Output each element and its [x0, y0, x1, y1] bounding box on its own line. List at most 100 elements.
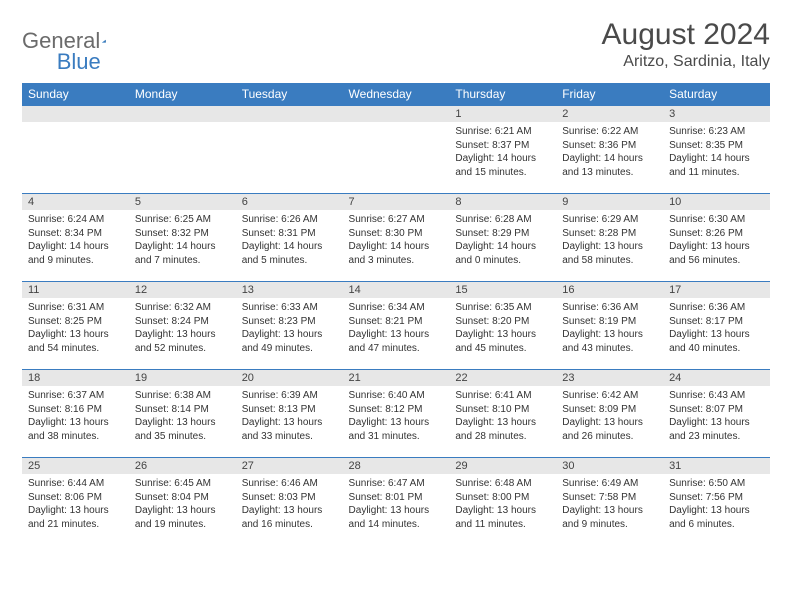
day-number: 22	[449, 369, 556, 386]
sunset-line: Sunset: 8:07 PM	[669, 403, 764, 417]
sunrise-line: Sunrise: 6:39 AM	[242, 389, 337, 403]
calendar-cell	[343, 105, 450, 193]
day-details: Sunrise: 6:26 AMSunset: 8:31 PMDaylight:…	[236, 210, 343, 267]
calendar-cell: 9Sunrise: 6:29 AMSunset: 8:28 PMDaylight…	[556, 193, 663, 281]
day-details: Sunrise: 6:47 AMSunset: 8:01 PMDaylight:…	[343, 474, 450, 531]
calendar-cell: 31Sunrise: 6:50 AMSunset: 7:56 PMDayligh…	[663, 457, 770, 545]
day-number: 10	[663, 193, 770, 210]
day-number	[343, 105, 450, 122]
sunset-line: Sunset: 8:09 PM	[562, 403, 657, 417]
day-number: 26	[129, 457, 236, 474]
daylight-line: and 0 minutes.	[455, 254, 550, 268]
calendar-cell	[129, 105, 236, 193]
daylight-line: and 49 minutes.	[242, 342, 337, 356]
day-number: 2	[556, 105, 663, 122]
daylight-line: and 16 minutes.	[242, 518, 337, 532]
daylight-line: Daylight: 13 hours	[455, 504, 550, 518]
day-details: Sunrise: 6:25 AMSunset: 8:32 PMDaylight:…	[129, 210, 236, 267]
location: Aritzo, Sardinia, Italy	[602, 53, 770, 71]
daylight-line: Daylight: 13 hours	[562, 328, 657, 342]
daylight-line: and 40 minutes.	[669, 342, 764, 356]
sunset-line: Sunset: 7:56 PM	[669, 491, 764, 505]
daylight-line: Daylight: 13 hours	[242, 504, 337, 518]
day-number: 8	[449, 193, 556, 210]
day-details: Sunrise: 6:22 AMSunset: 8:36 PMDaylight:…	[556, 122, 663, 179]
day-number: 13	[236, 281, 343, 298]
sunset-line: Sunset: 8:13 PM	[242, 403, 337, 417]
day-number: 29	[449, 457, 556, 474]
calendar-row: 25Sunrise: 6:44 AMSunset: 8:06 PMDayligh…	[22, 457, 770, 545]
daylight-line: and 54 minutes.	[28, 342, 123, 356]
sunrise-line: Sunrise: 6:37 AM	[28, 389, 123, 403]
daylight-line: Daylight: 13 hours	[669, 328, 764, 342]
calendar-cell: 7Sunrise: 6:27 AMSunset: 8:30 PMDaylight…	[343, 193, 450, 281]
daylight-line: and 5 minutes.	[242, 254, 337, 268]
sunrise-line: Sunrise: 6:45 AM	[135, 477, 230, 491]
day-number	[22, 105, 129, 122]
daylight-line: and 11 minutes.	[455, 518, 550, 532]
sunrise-line: Sunrise: 6:32 AM	[135, 301, 230, 315]
daylight-line: and 58 minutes.	[562, 254, 657, 268]
day-details: Sunrise: 6:23 AMSunset: 8:35 PMDaylight:…	[663, 122, 770, 179]
daylight-line: Daylight: 13 hours	[135, 328, 230, 342]
daylight-line: and 3 minutes.	[349, 254, 444, 268]
sunrise-line: Sunrise: 6:50 AM	[669, 477, 764, 491]
sunrise-line: Sunrise: 6:36 AM	[669, 301, 764, 315]
daylight-line: and 45 minutes.	[455, 342, 550, 356]
day-details: Sunrise: 6:34 AMSunset: 8:21 PMDaylight:…	[343, 298, 450, 355]
calendar-row: 11Sunrise: 6:31 AMSunset: 8:25 PMDayligh…	[22, 281, 770, 369]
day-number: 21	[343, 369, 450, 386]
sunset-line: Sunset: 8:19 PM	[562, 315, 657, 329]
sunrise-line: Sunrise: 6:41 AM	[455, 389, 550, 403]
sunset-line: Sunset: 8:17 PM	[669, 315, 764, 329]
daylight-line: Daylight: 13 hours	[135, 504, 230, 518]
day-number: 15	[449, 281, 556, 298]
day-details: Sunrise: 6:40 AMSunset: 8:12 PMDaylight:…	[343, 386, 450, 443]
day-number: 7	[343, 193, 450, 210]
sunset-line: Sunset: 8:14 PM	[135, 403, 230, 417]
sunrise-line: Sunrise: 6:43 AM	[669, 389, 764, 403]
calendar-cell: 13Sunrise: 6:33 AMSunset: 8:23 PMDayligh…	[236, 281, 343, 369]
calendar-cell: 16Sunrise: 6:36 AMSunset: 8:19 PMDayligh…	[556, 281, 663, 369]
sunset-line: Sunset: 8:26 PM	[669, 227, 764, 241]
daylight-line: Daylight: 13 hours	[28, 328, 123, 342]
day-number: 20	[236, 369, 343, 386]
sunrise-line: Sunrise: 6:29 AM	[562, 213, 657, 227]
daylight-line: Daylight: 14 hours	[349, 240, 444, 254]
calendar-cell: 8Sunrise: 6:28 AMSunset: 8:29 PMDaylight…	[449, 193, 556, 281]
daylight-line: and 7 minutes.	[135, 254, 230, 268]
sunset-line: Sunset: 7:58 PM	[562, 491, 657, 505]
daylight-line: and 19 minutes.	[135, 518, 230, 532]
calendar-cell: 6Sunrise: 6:26 AMSunset: 8:31 PMDaylight…	[236, 193, 343, 281]
title-block: August 2024 Aritzo, Sardinia, Italy	[602, 18, 770, 71]
sunrise-line: Sunrise: 6:24 AM	[28, 213, 123, 227]
day-details: Sunrise: 6:49 AMSunset: 7:58 PMDaylight:…	[556, 474, 663, 531]
day-details: Sunrise: 6:38 AMSunset: 8:14 PMDaylight:…	[129, 386, 236, 443]
calendar-cell: 11Sunrise: 6:31 AMSunset: 8:25 PMDayligh…	[22, 281, 129, 369]
daylight-line: Daylight: 14 hours	[562, 152, 657, 166]
sunrise-line: Sunrise: 6:28 AM	[455, 213, 550, 227]
calendar-row: 1Sunrise: 6:21 AMSunset: 8:37 PMDaylight…	[22, 105, 770, 193]
calendar-cell: 30Sunrise: 6:49 AMSunset: 7:58 PMDayligh…	[556, 457, 663, 545]
daylight-line: Daylight: 14 hours	[455, 240, 550, 254]
daylight-line: and 35 minutes.	[135, 430, 230, 444]
daylight-line: Daylight: 13 hours	[28, 416, 123, 430]
sunset-line: Sunset: 8:24 PM	[135, 315, 230, 329]
daylight-line: and 43 minutes.	[562, 342, 657, 356]
calendar-cell: 5Sunrise: 6:25 AMSunset: 8:32 PMDaylight…	[129, 193, 236, 281]
calendar-cell: 17Sunrise: 6:36 AMSunset: 8:17 PMDayligh…	[663, 281, 770, 369]
sunset-line: Sunset: 8:12 PM	[349, 403, 444, 417]
calendar-cell: 2Sunrise: 6:22 AMSunset: 8:36 PMDaylight…	[556, 105, 663, 193]
sunset-line: Sunset: 8:10 PM	[455, 403, 550, 417]
sunrise-line: Sunrise: 6:49 AM	[562, 477, 657, 491]
day-number: 12	[129, 281, 236, 298]
day-details: Sunrise: 6:39 AMSunset: 8:13 PMDaylight:…	[236, 386, 343, 443]
daylight-line: and 47 minutes.	[349, 342, 444, 356]
daylight-line: Daylight: 13 hours	[669, 240, 764, 254]
day-details: Sunrise: 6:45 AMSunset: 8:04 PMDaylight:…	[129, 474, 236, 531]
col-wednesday: Wednesday	[343, 83, 450, 105]
day-details: Sunrise: 6:36 AMSunset: 8:19 PMDaylight:…	[556, 298, 663, 355]
day-details: Sunrise: 6:31 AMSunset: 8:25 PMDaylight:…	[22, 298, 129, 355]
sunset-line: Sunset: 8:01 PM	[349, 491, 444, 505]
calendar-cell: 3Sunrise: 6:23 AMSunset: 8:35 PMDaylight…	[663, 105, 770, 193]
